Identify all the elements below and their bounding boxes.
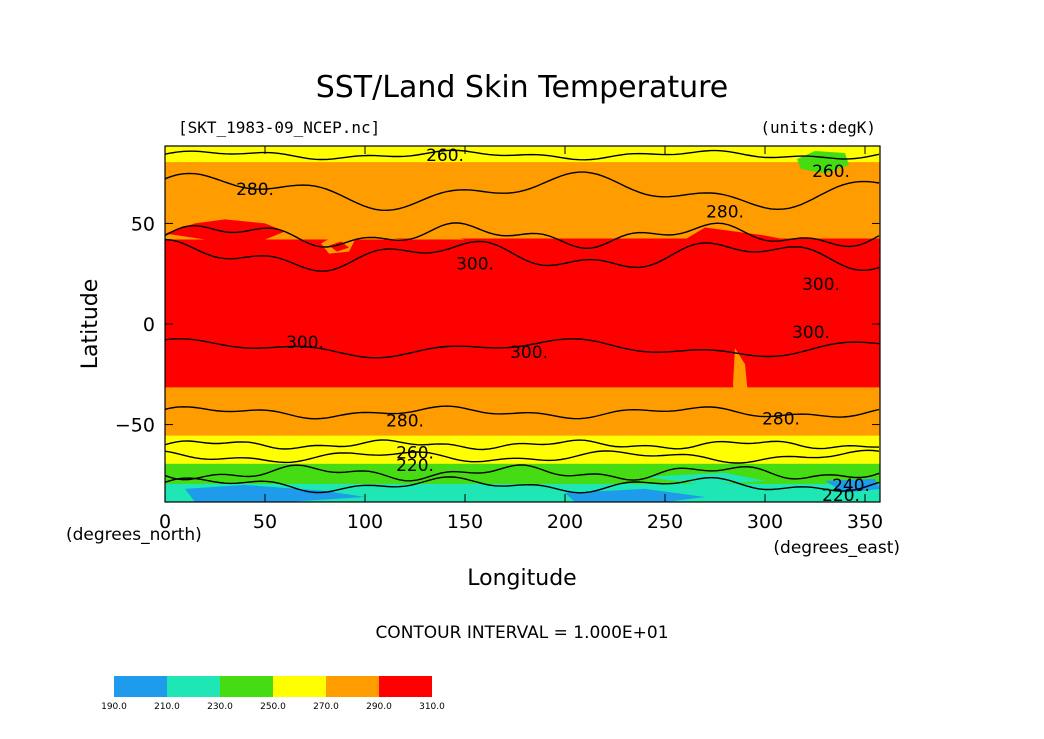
contour-label: 260. [396, 444, 434, 464]
temperature-band [165, 238, 880, 390]
plot-area [165, 146, 880, 502]
colorbar-label: 230.0 [207, 702, 233, 712]
colorbar-swatch [273, 676, 326, 697]
contour-label: 220. [396, 456, 434, 476]
colorbar-label: 310.0 [419, 702, 445, 712]
y-tick-label: −50 [115, 415, 155, 437]
x-tick-label: 100 [347, 511, 383, 533]
warm-land-region [685, 227, 785, 240]
andes-region [733, 348, 749, 435]
x-tick-label: 300 [747, 511, 783, 533]
x-tick-label: 350 [847, 511, 883, 533]
colorbar-swatch [114, 676, 167, 697]
contour-line [165, 405, 880, 420]
units-label: (units:degK) [760, 118, 876, 137]
plateau-core [329, 241, 349, 252]
contour-lines [165, 149, 880, 494]
contour-line [165, 338, 880, 359]
contour-label: 220. [822, 486, 860, 506]
x-axis: 0 50 100 150 200 250 300 350 [159, 146, 883, 533]
contour-label: 280. [706, 202, 744, 222]
colorbar-label: 210.0 [154, 702, 180, 712]
colorbar-swatch [379, 676, 432, 697]
warm-land-region [165, 219, 285, 240]
colorbar-label: 270.0 [313, 702, 339, 712]
contour-label: 300. [286, 333, 324, 353]
contour-label: 300. [802, 275, 840, 295]
contour-line [165, 449, 880, 464]
y-unit-label: (degrees_north) [66, 525, 202, 545]
contour-line [165, 238, 880, 272]
x-tick-label: 200 [547, 511, 583, 533]
temperature-bands [165, 146, 880, 502]
contour-line [165, 464, 880, 482]
colorbar-swatch [326, 676, 379, 697]
contour-interval-note: CONTOUR INTERVAL = 1.000E+01 [375, 623, 668, 643]
antarctic-cold-region [825, 478, 880, 493]
contour-label: 300. [510, 343, 548, 363]
contour-label: 300. [792, 323, 830, 343]
x-tick-label: 150 [447, 511, 483, 533]
colorbar-label: 250.0 [260, 702, 286, 712]
colorbar-label: 290.0 [366, 702, 392, 712]
contour-label: 260. [812, 162, 850, 182]
colorbar-swatch [167, 676, 220, 697]
colorbar-label: 190.0 [101, 702, 127, 712]
file-label: [SKT_1983-09_NCEP.nc] [178, 118, 380, 137]
contour-line [165, 476, 880, 494]
x-tick-label: 250 [647, 511, 683, 533]
y-tick-label: 50 [131, 213, 155, 235]
y-axis-title: Latitude [78, 279, 103, 370]
contour-label: 280. [762, 410, 800, 430]
colorbar: 190.0 210.0 230.0 250.0 270.0 290.0 310.0 [101, 676, 445, 712]
contour-label: 260. [426, 146, 464, 166]
contour-line [165, 171, 880, 212]
temperature-band [165, 435, 880, 466]
contour-line [165, 222, 880, 250]
y-tick-label: 0 [143, 314, 155, 336]
contour-line [165, 439, 879, 451]
antarctic-cold-region [565, 488, 705, 502]
chart-title: SST/Land Skin Temperature [316, 70, 729, 105]
contour-line [165, 149, 880, 161]
antarctic-cold-region [185, 484, 365, 502]
y-axis: 50 0 −50 [115, 213, 880, 437]
colorbar-swatch [220, 676, 273, 697]
contour-label: 300. [456, 255, 494, 275]
contour-label: 240. [832, 476, 870, 496]
x-tick-label: 0 [159, 511, 171, 533]
contour-label: 280. [386, 412, 424, 432]
contour-labels: 260. 280. 280. 260. 300. 300. 300. 300. 300. 280.… [236, 146, 870, 506]
contour-label: 280. [236, 180, 274, 200]
x-tick-label: 50 [253, 511, 277, 533]
x-unit-label: (degrees_east) [773, 538, 900, 558]
x-axis-title: Longitude [467, 566, 576, 591]
